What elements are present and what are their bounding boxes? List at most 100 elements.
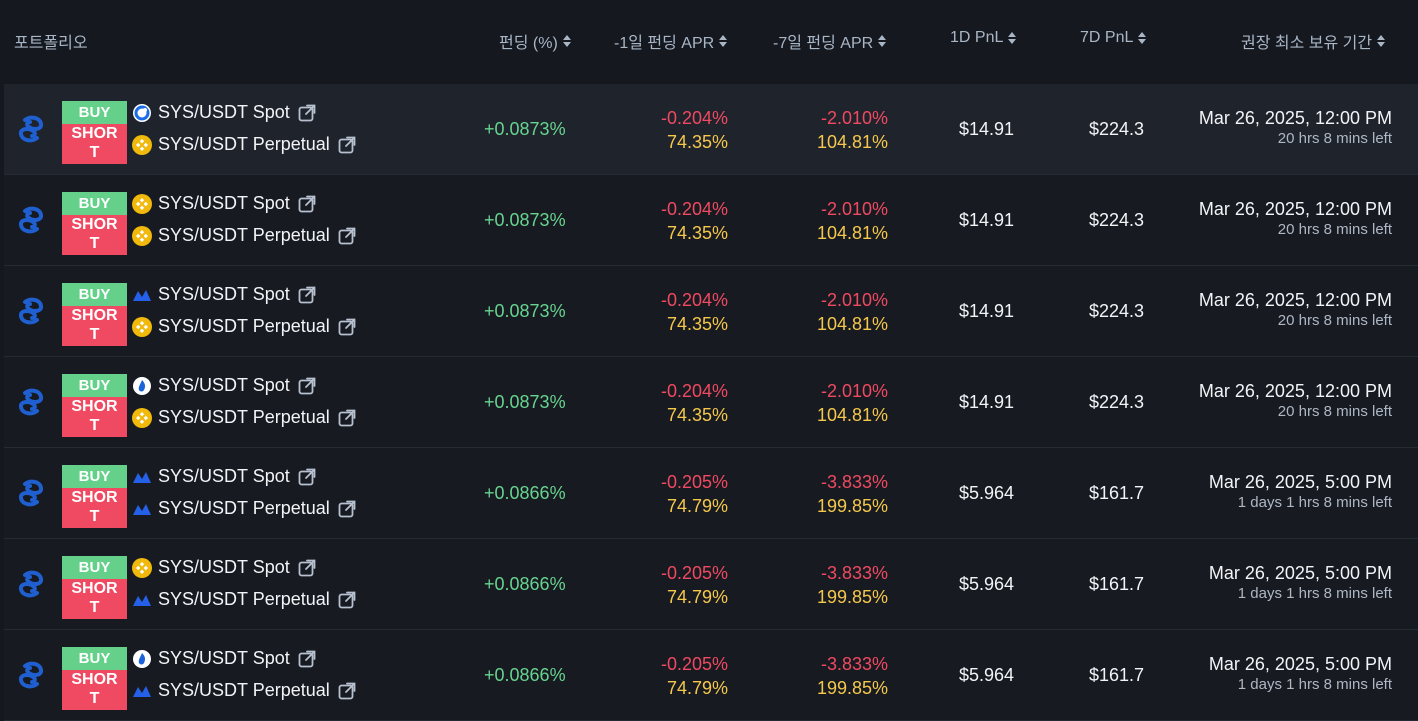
external-link-icon[interactable] (298, 377, 316, 395)
external-link-icon[interactable] (338, 136, 356, 154)
table-row[interactable]: BUY SHOR T SYS/USDT Spot SYS/USDT Perpet… (4, 357, 1418, 448)
short-tag: SHOR T (62, 306, 127, 346)
binance-icon (132, 407, 152, 428)
hold-period-header[interactable]: 권장 최소 보유 기간 (1241, 29, 1386, 53)
table-row[interactable]: BUY SHOR T SYS/USDT Spot SYS/USDT Perpet… (4, 266, 1418, 357)
pnl-1d-header[interactable]: 1D PnL (950, 29, 1017, 47)
funding-rate: +0.0873% (484, 301, 566, 321)
apr-7d-positive: 199.85% (816, 587, 888, 607)
pnl-7d-header-label: 7D PnL (1080, 29, 1134, 46)
apr-7d-negative: -3.833% (820, 654, 888, 674)
apr-7d-negative: -2.010% (820, 290, 888, 310)
apr-1d-positive: 74.35% (666, 314, 728, 334)
external-link-icon[interactable] (298, 468, 316, 486)
table-row[interactable]: BUY SHOR T SYS/USDT Spot SYS/USDT Perpet… (4, 630, 1418, 721)
short-tag: SHOR T (62, 670, 127, 710)
funding-rate: +0.0873% (484, 119, 566, 139)
short-tag-line1: SHOR (71, 671, 118, 688)
funding-header[interactable]: 펀딩 (%) (499, 29, 572, 53)
external-link-icon[interactable] (298, 559, 316, 577)
pnl-1d: $5.964 (959, 665, 1015, 685)
hold-period: Mar 26, 2025, 5:00 PM 1 days 1 hrs 8 min… (1209, 471, 1392, 513)
perpetual-pair-label: SYS/USDT Perpetual (158, 589, 330, 609)
apr-7d-negative: -3.833% (820, 563, 888, 583)
external-link-icon[interactable] (338, 318, 356, 336)
upbit-icon (132, 467, 152, 487)
external-link-icon[interactable] (298, 104, 316, 122)
spot-pair: SYS/USDT Spot (132, 193, 316, 214)
perpetual-pair: SYS/USDT Perpetual (132, 407, 356, 428)
sort-icon[interactable] (1138, 31, 1147, 45)
perpetual-pair-label: SYS/USDT Perpetual (158, 680, 330, 700)
external-link-icon[interactable] (338, 682, 356, 700)
funding-header-label: 펀딩 (%) (499, 35, 558, 52)
apr-7d-cell: -2.010% 104.81% (738, 106, 888, 154)
table-row[interactable]: BUY SHOR T SYS/USDT Spot SYS/USDT Perpet… (4, 448, 1418, 539)
buy-tag: BUY (62, 283, 127, 306)
pnl-7d-header[interactable]: 7D PnL (1080, 29, 1147, 47)
hold-period: Mar 26, 2025, 12:00 PM 20 hrs 8 mins lef… (1199, 198, 1392, 240)
sys-coin-icon (16, 387, 46, 417)
external-link-icon[interactable] (338, 227, 356, 245)
pnl-1d: $5.964 (959, 483, 1015, 503)
table-row[interactable]: BUY SHOR T SYS/USDT Spot SYS/USDT Perpet… (4, 175, 1418, 266)
spot-pair: SYS/USDT Spot (132, 466, 316, 487)
apr-1d-cell: -0.204% 74.35% (578, 288, 728, 336)
table-row[interactable]: BUY SHOR T SYS/USDT Spot SYS/USDT Perpet… (4, 539, 1418, 630)
apr-7d-header[interactable]: -7일 펀딩 APR (773, 29, 887, 53)
apr-7d-cell: -2.010% 104.81% (738, 379, 888, 427)
apr-7d-negative: -3.833% (820, 472, 888, 492)
apr-7d-cell: -2.010% 104.81% (738, 288, 888, 336)
external-link-icon[interactable] (298, 195, 316, 213)
spot-pair: SYS/USDT Spot (132, 102, 316, 123)
pnl-7d: $161.7 (1089, 665, 1145, 685)
sort-icon[interactable] (719, 34, 728, 48)
sort-icon[interactable] (1377, 34, 1386, 48)
apr-7d-header-label: -7일 펀딩 APR (773, 35, 874, 52)
sort-icon[interactable] (1008, 31, 1017, 45)
short-tag: SHOR T (62, 215, 127, 255)
external-link-icon[interactable] (338, 409, 356, 427)
buy-tag: BUY (62, 192, 127, 215)
buy-tag: BUY (62, 647, 127, 670)
external-link-icon[interactable] (338, 591, 356, 609)
apr-7d-positive: 104.81% (816, 405, 888, 425)
sys-coin-icon (16, 296, 46, 326)
apr-1d-header[interactable]: -1일 펀딩 APR (614, 29, 728, 53)
spot-pair-label: SYS/USDT Spot (158, 648, 290, 668)
apr-1d-positive: 74.35% (666, 223, 728, 243)
apr-1d-positive: 74.35% (666, 405, 728, 425)
apr-1d-negative: -0.204% (660, 199, 728, 219)
hold-date: Mar 26, 2025, 5:00 PM (1208, 563, 1392, 583)
apr-7d-positive: 104.81% (816, 314, 888, 334)
spot-pair-label: SYS/USDT Spot (158, 193, 290, 213)
hold-time-left: 20 hrs 8 mins left (1277, 312, 1392, 329)
portfolio-table: BUY SHOR T SYS/USDT Spot SYS/USDT Perpet… (4, 84, 1418, 721)
short-tag-line2: T (89, 326, 100, 343)
portfolio-header: 포트폴리오 (14, 29, 88, 53)
huobi-icon (132, 376, 152, 396)
spot-pair: SYS/USDT Spot (132, 557, 316, 578)
portfolio-header-label: 포트폴리오 (14, 35, 88, 52)
sort-icon[interactable] (878, 34, 887, 48)
hold-date: Mar 26, 2025, 12:00 PM (1198, 199, 1392, 219)
spot-pair-label: SYS/USDT Spot (158, 466, 290, 486)
external-link-icon[interactable] (338, 500, 356, 518)
pnl-7d: $224.3 (1089, 392, 1145, 412)
table-row[interactable]: BUY SHOR T SYS/USDT Spot SYS/USDT Perpet… (4, 84, 1418, 175)
external-link-icon[interactable] (298, 286, 316, 304)
apr-1d-negative: -0.205% (660, 654, 728, 674)
pnl-1d: $14.91 (959, 210, 1015, 230)
upbit-icon (132, 590, 152, 610)
pnl-1d: $5.964 (959, 574, 1015, 594)
spot-pair-label: SYS/USDT Spot (158, 102, 290, 122)
upbit-icon (132, 499, 152, 519)
table-header: 포트폴리오 펀딩 (%) -1일 펀딩 APR -7일 펀딩 APR 1D Pn… (0, 0, 1418, 84)
pnl-1d: $14.91 (959, 301, 1015, 321)
short-tag-line1: SHOR (71, 125, 118, 142)
apr-7d-positive: 199.85% (816, 678, 888, 698)
external-link-icon[interactable] (298, 650, 316, 668)
binance-icon (132, 134, 152, 155)
apr-1d-negative: -0.204% (660, 381, 728, 401)
sort-icon[interactable] (562, 34, 572, 48)
